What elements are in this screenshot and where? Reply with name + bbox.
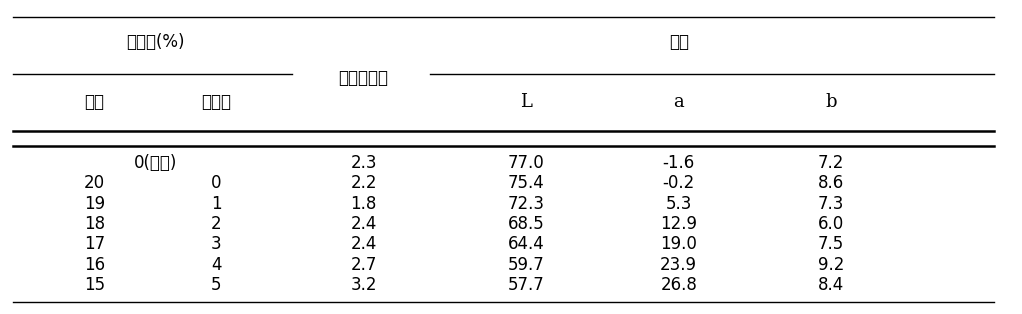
Text: 68.5: 68.5 bbox=[508, 215, 545, 233]
Text: 딸기: 딸기 bbox=[84, 93, 104, 111]
Text: 18: 18 bbox=[84, 215, 105, 233]
Text: 20: 20 bbox=[84, 175, 105, 192]
Text: 6.0: 6.0 bbox=[818, 215, 844, 233]
Text: 2: 2 bbox=[211, 215, 222, 233]
Text: 2.4: 2.4 bbox=[351, 236, 377, 253]
Text: L: L bbox=[520, 93, 532, 111]
Text: 5: 5 bbox=[211, 276, 222, 294]
Text: 0: 0 bbox=[211, 175, 222, 192]
Text: 아미노산도: 아미노산도 bbox=[338, 69, 388, 87]
Text: 1.8: 1.8 bbox=[351, 195, 377, 213]
Text: 64.4: 64.4 bbox=[508, 236, 545, 253]
Text: 2.2: 2.2 bbox=[351, 175, 377, 192]
Text: a: a bbox=[673, 93, 684, 111]
Text: 7.5: 7.5 bbox=[818, 236, 844, 253]
Text: 8.4: 8.4 bbox=[818, 276, 844, 294]
Text: 12.9: 12.9 bbox=[660, 215, 697, 233]
Text: -1.6: -1.6 bbox=[662, 154, 695, 172]
Text: 3: 3 bbox=[211, 236, 222, 253]
Text: 7.2: 7.2 bbox=[818, 154, 844, 172]
Text: 7.3: 7.3 bbox=[818, 195, 844, 213]
Text: 2.7: 2.7 bbox=[351, 256, 377, 274]
Text: 19: 19 bbox=[84, 195, 105, 213]
Text: b: b bbox=[826, 93, 837, 111]
Text: 1: 1 bbox=[211, 195, 222, 213]
Text: 9.2: 9.2 bbox=[818, 256, 844, 274]
Text: 복분자: 복분자 bbox=[201, 93, 231, 111]
Text: -0.2: -0.2 bbox=[662, 175, 695, 192]
Text: 26.8: 26.8 bbox=[660, 276, 697, 294]
Text: 75.4: 75.4 bbox=[508, 175, 545, 192]
Text: 57.7: 57.7 bbox=[508, 276, 545, 294]
Text: 4: 4 bbox=[211, 256, 222, 274]
Text: 19.0: 19.0 bbox=[660, 236, 697, 253]
Text: 16: 16 bbox=[84, 256, 105, 274]
Text: 색도: 색도 bbox=[668, 33, 689, 51]
Text: 72.3: 72.3 bbox=[508, 195, 545, 213]
Text: 5.3: 5.3 bbox=[665, 195, 692, 213]
Text: 8.6: 8.6 bbox=[818, 175, 844, 192]
Text: 23.9: 23.9 bbox=[660, 256, 697, 274]
Text: 17: 17 bbox=[84, 236, 105, 253]
Text: 2.3: 2.3 bbox=[351, 154, 377, 172]
Text: 59.7: 59.7 bbox=[508, 256, 545, 274]
Text: 2.4: 2.4 bbox=[351, 215, 377, 233]
Text: 3.2: 3.2 bbox=[351, 276, 377, 294]
Text: 15: 15 bbox=[84, 276, 105, 294]
Text: 첨가량(%): 첨가량(%) bbox=[126, 33, 185, 51]
Text: 77.0: 77.0 bbox=[508, 154, 545, 172]
Text: 0(대조): 0(대조) bbox=[134, 154, 177, 172]
